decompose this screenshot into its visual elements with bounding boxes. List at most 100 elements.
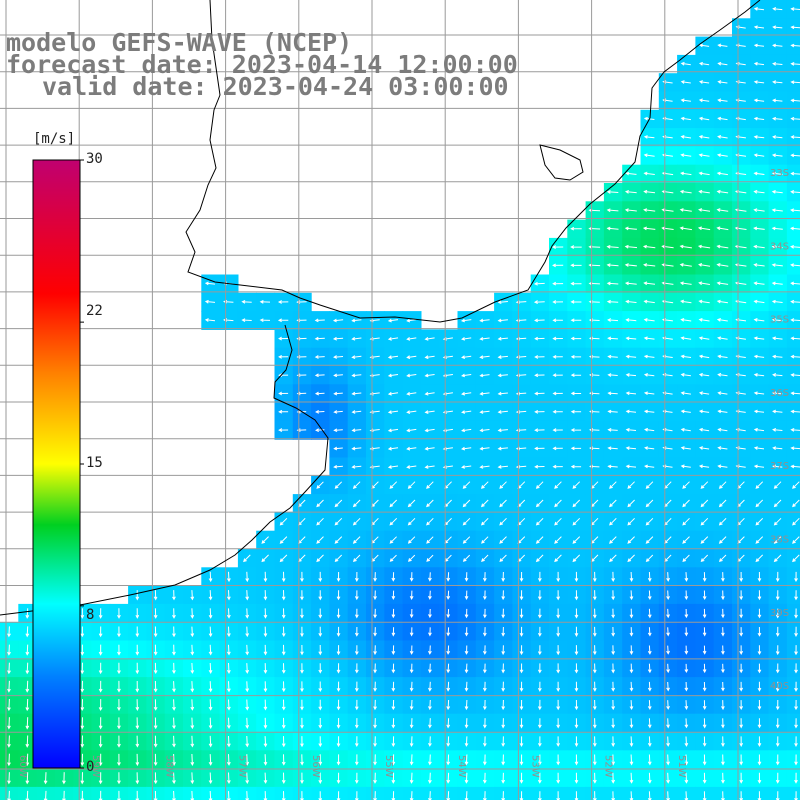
wind-arrow bbox=[426, 536, 434, 544]
wind-arrow bbox=[351, 464, 362, 469]
wind-arrow bbox=[644, 446, 655, 450]
wind-arrow bbox=[314, 336, 325, 341]
wind-arrow bbox=[462, 517, 471, 526]
wind-arrow bbox=[790, 428, 800, 432]
wind-arrow bbox=[717, 409, 728, 414]
wind-arrow bbox=[462, 499, 471, 508]
wind-arrow bbox=[772, 43, 783, 48]
wind-arrow bbox=[643, 153, 655, 158]
wind-arrow bbox=[259, 318, 271, 323]
wind-arrow bbox=[263, 571, 268, 583]
wind-arrow bbox=[753, 98, 765, 103]
wind-arrow bbox=[519, 772, 524, 784]
wind-arrow bbox=[680, 372, 691, 377]
wind-arrow bbox=[190, 626, 195, 638]
wind-arrow bbox=[373, 681, 377, 692]
wind-arrow bbox=[80, 644, 85, 656]
wind-arrow bbox=[426, 481, 434, 489]
wind-arrow bbox=[226, 681, 231, 693]
wind-arrow bbox=[775, 626, 780, 637]
wind-arrow bbox=[80, 680, 85, 693]
wind-arrow bbox=[135, 717, 140, 730]
wind-arrow bbox=[643, 208, 656, 212]
wind-arrow bbox=[556, 663, 561, 674]
wind-arrow bbox=[794, 699, 798, 711]
wind-arrow bbox=[624, 263, 637, 267]
wind-arrow bbox=[717, 61, 728, 66]
wind-arrow bbox=[790, 318, 800, 322]
wind-arrow bbox=[172, 590, 176, 601]
wind-arrow bbox=[428, 736, 432, 747]
wind-arrow bbox=[629, 681, 634, 692]
wind-arrow bbox=[721, 700, 725, 711]
wind-arrow bbox=[409, 791, 414, 800]
wind-arrow bbox=[279, 517, 288, 526]
longitude-label: 58W bbox=[163, 755, 174, 778]
wind-arrow bbox=[98, 790, 103, 800]
wind-arrow bbox=[318, 644, 323, 656]
wind-arrow bbox=[387, 337, 399, 341]
wind-arrow bbox=[461, 428, 472, 433]
wind-arrow bbox=[592, 754, 597, 766]
wind-arrow bbox=[794, 571, 798, 583]
wind-arrow bbox=[135, 590, 140, 601]
colorbar-unit: [m/s] bbox=[33, 131, 76, 147]
wind-arrow bbox=[480, 481, 489, 489]
wind-arrow bbox=[611, 736, 616, 747]
wind-arrow bbox=[757, 645, 762, 656]
wind-arrow bbox=[263, 663, 268, 674]
wind-arrow bbox=[533, 300, 545, 304]
wind-arrow bbox=[700, 481, 709, 489]
wind-arrow bbox=[245, 626, 250, 638]
wind-arrow bbox=[153, 644, 158, 656]
wind-arrow bbox=[208, 571, 213, 583]
wind-arrow bbox=[552, 300, 564, 304]
wind-arrow bbox=[172, 681, 176, 693]
wind-arrow bbox=[739, 736, 744, 747]
wind-arrow bbox=[333, 391, 343, 396]
wind-arrow bbox=[702, 791, 707, 800]
wind-arrow bbox=[318, 699, 323, 711]
wind-arrow bbox=[479, 318, 490, 323]
wind-arrow bbox=[354, 608, 359, 619]
wind-arrow bbox=[354, 626, 359, 637]
wind-arrow bbox=[300, 772, 304, 784]
wind-arrow bbox=[406, 428, 417, 433]
wind-arrow bbox=[682, 499, 690, 508]
coastline-uruguay bbox=[185, 0, 761, 323]
wind-arrow bbox=[226, 626, 231, 638]
wind-speed-cell bbox=[786, 201, 800, 221]
wind-arrow bbox=[499, 499, 507, 508]
wind-arrow bbox=[757, 608, 762, 619]
wind-arrow bbox=[666, 791, 670, 800]
wind-arrow bbox=[409, 718, 414, 729]
wind-arrow bbox=[117, 662, 121, 675]
wind-arrow bbox=[680, 354, 692, 359]
wind-arrow bbox=[684, 590, 689, 601]
wind-arrow bbox=[790, 299, 800, 304]
wind-arrow bbox=[497, 355, 508, 359]
wind-arrow bbox=[698, 135, 710, 139]
wind-arrow bbox=[552, 373, 563, 378]
wind-arrow bbox=[245, 571, 250, 583]
wind-arrow bbox=[755, 481, 764, 489]
wind-arrow bbox=[480, 499, 489, 508]
wind-arrow bbox=[501, 590, 506, 601]
wind-arrow bbox=[80, 662, 85, 675]
wind-arrow bbox=[153, 753, 158, 767]
longitude-label: 52W bbox=[603, 755, 614, 778]
latitude-label: 35S bbox=[770, 315, 789, 326]
wind-arrow bbox=[373, 590, 377, 601]
wind-arrow bbox=[334, 499, 343, 508]
longitude-label: 57W bbox=[237, 755, 248, 778]
wind-arrow bbox=[611, 718, 616, 729]
wind-arrow bbox=[537, 608, 542, 619]
wind-arrow bbox=[333, 355, 344, 359]
wind-arrow bbox=[629, 590, 634, 601]
wind-arrow bbox=[482, 681, 487, 692]
wind-arrow bbox=[261, 536, 269, 544]
wind-arrow bbox=[387, 373, 399, 378]
wind-arrow bbox=[627, 517, 635, 526]
wind-arrow bbox=[684, 791, 689, 800]
wind-arrow bbox=[680, 61, 691, 66]
